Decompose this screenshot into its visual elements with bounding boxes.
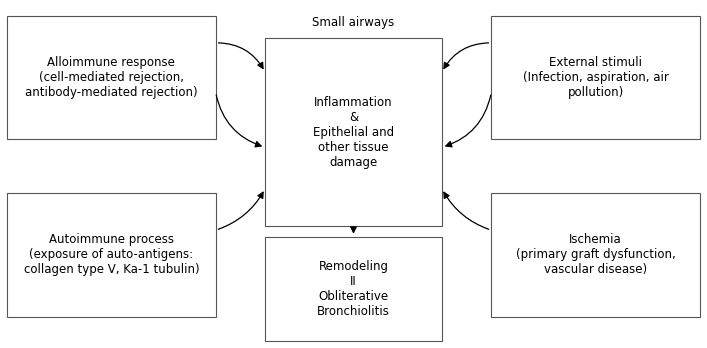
Text: Inflammation
&
Epithelial and
other tissue
damage: Inflammation & Epithelial and other tiss… [313,96,394,169]
FancyBboxPatch shape [265,237,442,341]
FancyBboxPatch shape [491,193,700,317]
FancyBboxPatch shape [7,16,216,139]
Text: Remodeling
II
Obliterative
Bronchiolitis: Remodeling II Obliterative Bronchiolitis [317,260,390,318]
Text: Ischemia
(primary graft dysfunction,
vascular disease): Ischemia (primary graft dysfunction, vas… [516,234,675,276]
FancyBboxPatch shape [7,193,216,317]
FancyBboxPatch shape [491,16,700,139]
FancyBboxPatch shape [265,38,442,226]
Text: External stimuli
(Infection, aspiration, air
pollution): External stimuli (Infection, aspiration,… [522,56,669,99]
Text: Alloimmune response
(cell-mediated rejection,
antibody-mediated rejection): Alloimmune response (cell-mediated rejec… [25,56,198,99]
Text: Autoimmune process
(exposure of auto-antigens:
collagen type V, Ka-1 tubulin): Autoimmune process (exposure of auto-ant… [23,234,199,276]
Text: Small airways: Small airways [312,16,395,29]
